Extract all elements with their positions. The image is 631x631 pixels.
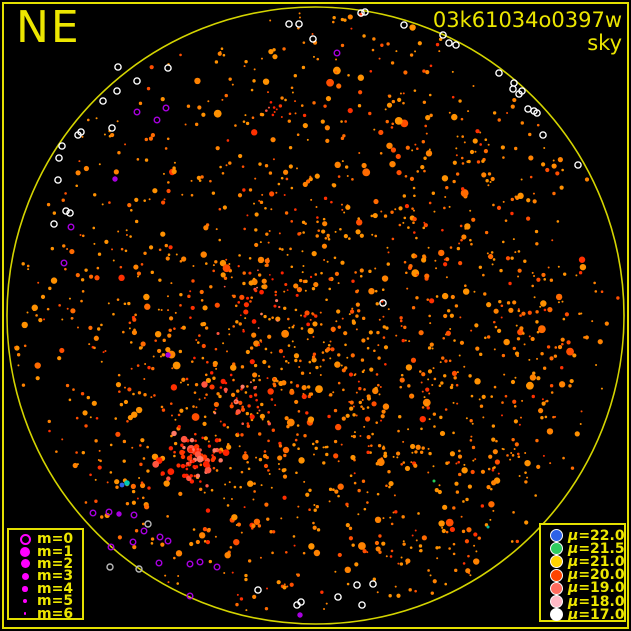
mu-dot-icon — [549, 581, 563, 595]
mu-legend-row: μ=21.5 — [546, 540, 625, 557]
mu-legend-row: μ=18.0 — [546, 593, 625, 610]
mu-legend-label: μ=22.0 — [568, 527, 625, 544]
mu-legend: μ=22.0 μ=21.5 μ=21.0 μ=20.0 μ=19.0 μ=18.… — [539, 523, 626, 622]
mu-dot-icon — [549, 608, 563, 622]
mu-legend-label: μ=18.0 — [568, 593, 625, 610]
magnitude-legend-row: m=5 — [15, 593, 82, 610]
magnitude-legend: m=0 m=1 m=2 m=3 m=4 m=5 m=6 — [7, 528, 84, 622]
magnitude-dot-icon — [23, 599, 27, 604]
mu-legend-row: μ=19.0 — [546, 580, 625, 597]
plot-subtitle: sky — [587, 31, 622, 55]
magnitude-dot-icon — [23, 612, 27, 615]
magnitude-legend-label: m=4 — [37, 580, 74, 597]
mu-legend-label: μ=17.0 — [568, 606, 625, 623]
magnitude-legend-row: m=3 — [15, 568, 82, 585]
magnitude-dot-icon — [20, 546, 30, 557]
mu-legend-label: μ=20.0 — [568, 567, 625, 584]
magnitude-legend-row: m=0 — [15, 531, 82, 548]
magnitude-ring-icon — [19, 533, 31, 545]
mu-legend-label: μ=19.0 — [568, 580, 625, 597]
magnitude-legend-label: m=6 — [37, 605, 74, 622]
magnitude-legend-label: m=0 — [37, 531, 74, 548]
mu-legend-row: μ=17.0 — [546, 606, 625, 623]
mu-legend-row: μ=20.0 — [546, 567, 625, 584]
magnitude-legend-row: m=1 — [15, 543, 82, 560]
orientation-label: NE — [16, 2, 81, 53]
magnitude-dot-icon — [21, 572, 29, 580]
magnitude-legend-row: m=6 — [15, 605, 82, 622]
mu-dot-icon — [549, 555, 563, 569]
magnitude-legend-label: m=2 — [37, 555, 74, 572]
mu-dot-icon — [549, 542, 563, 556]
magnitude-legend-row: m=4 — [15, 580, 82, 597]
mu-dot-icon — [549, 595, 563, 609]
magnitude-legend-label: m=1 — [37, 543, 74, 560]
magnitude-dot-icon — [22, 586, 28, 592]
magnitude-dot-icon — [20, 559, 30, 569]
mu-legend-label: μ=21.0 — [568, 553, 625, 570]
plot-title: 03k61034o0397w — [432, 8, 622, 32]
mu-legend-row: μ=21.0 — [546, 553, 625, 570]
magnitude-legend-row: m=2 — [15, 555, 82, 572]
magnitude-legend-label: m=3 — [37, 568, 74, 585]
mu-legend-label: μ=21.5 — [568, 540, 625, 557]
mu-legend-row: μ=22.0 — [546, 527, 625, 544]
mu-dot-icon — [549, 529, 563, 543]
magnitude-legend-label: m=5 — [37, 593, 74, 610]
mu-dot-icon — [549, 568, 563, 582]
